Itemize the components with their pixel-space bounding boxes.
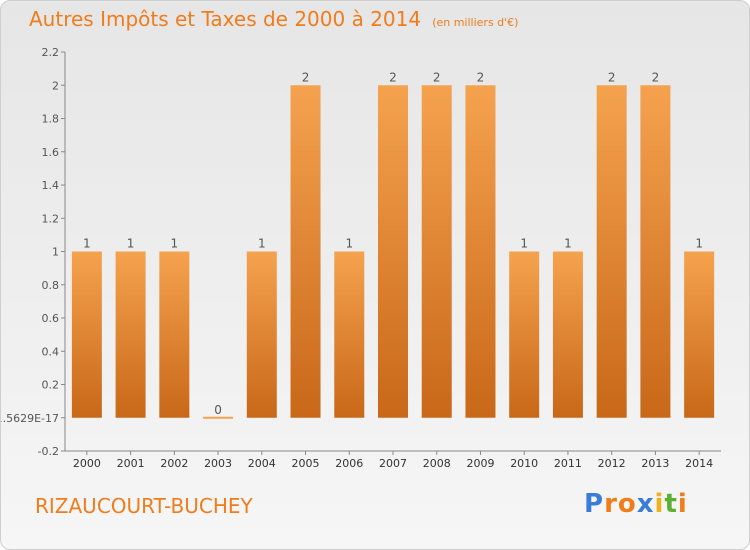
bar (378, 85, 408, 418)
y-tick-label: 2.2 (42, 46, 60, 59)
bar-value-label: 1 (564, 237, 572, 251)
x-tick-label: 2010 (510, 457, 538, 470)
bar (552, 251, 583, 418)
bar (421, 85, 452, 418)
x-tick-label: 2014 (685, 457, 713, 470)
logo-letter: x (636, 489, 655, 519)
bar (334, 251, 365, 418)
bar (115, 251, 146, 418)
bar (640, 85, 671, 418)
x-tick-label: 2000 (73, 457, 101, 470)
y-tick-label: 1.4 (42, 179, 60, 192)
x-tick-label: 2011 (554, 457, 582, 470)
chart-title-block: Autres Impôts et Taxes de 2000 à 2014 (e… (29, 7, 518, 31)
bar-value-label: 0 (214, 403, 222, 417)
y-tick-label: 0.6 (42, 312, 60, 325)
x-tick-label: 2004 (248, 457, 276, 470)
bar-value-label: 1 (520, 237, 528, 251)
x-tick-label: 2002 (160, 457, 188, 470)
y-tick-label: -0.2 (38, 445, 59, 458)
bar (203, 416, 234, 419)
bar (509, 251, 540, 418)
y-tick-label: 1.8 (42, 113, 60, 126)
x-tick-label: 2013 (641, 457, 669, 470)
bar-value-label: 2 (608, 70, 616, 84)
y-tick-label: 1.5629E-17 (1, 412, 59, 425)
x-tick-label: 2009 (466, 457, 494, 470)
y-tick-label: 1 (52, 246, 59, 259)
bar-value-label: 2 (477, 70, 485, 84)
x-tick-label: 2012 (598, 457, 626, 470)
bar-value-label: 2 (433, 70, 441, 84)
bar-value-label: 1 (171, 237, 179, 251)
bar (684, 251, 715, 418)
bar-value-label: 1 (83, 237, 91, 251)
x-tick-label: 2007 (379, 457, 407, 470)
x-tick-label: 2001 (117, 457, 145, 470)
bar-value-label: 1 (258, 237, 266, 251)
x-tick-label: 2006 (335, 457, 363, 470)
logo-letter: t (664, 489, 678, 519)
bar-value-label: 2 (302, 70, 310, 84)
bar (290, 85, 321, 418)
proxiti-logo: Proxiti (584, 489, 688, 519)
bar (596, 85, 627, 418)
y-tick-label: 0.8 (42, 279, 60, 292)
chart-title: Autres Impôts et Taxes de 2000 à 2014 (29, 7, 422, 31)
bar-value-label: 1 (345, 237, 353, 251)
y-tick-label: 1.6 (42, 146, 60, 159)
x-tick-label: 2005 (292, 457, 320, 470)
x-tick-label: 2003 (204, 457, 232, 470)
logo-letter: i (654, 489, 665, 519)
y-tick-label: 0.2 (42, 379, 60, 392)
commune-name: RIZAUCOURT-BUCHEY (35, 494, 253, 518)
bar-value-label: 1 (127, 237, 135, 251)
bar-value-label: 2 (652, 70, 660, 84)
y-tick-label: 0.4 (42, 345, 60, 358)
logo-letter: o (617, 489, 637, 519)
y-tick-label: 2 (52, 79, 59, 92)
bar (71, 251, 102, 418)
bar (246, 251, 277, 418)
bar-value-label: 2 (389, 70, 397, 84)
logo-letter: P (584, 489, 605, 519)
y-tick-label: 1.2 (42, 212, 60, 225)
bar-value-label: 1 (695, 237, 703, 251)
logo-letter: i (677, 489, 688, 519)
bar (465, 85, 496, 418)
bar (159, 251, 190, 418)
logo-letter: r (604, 489, 618, 519)
unit-note: (en milliers d'€) (432, 16, 519, 29)
x-tick-label: 2008 (423, 457, 451, 470)
